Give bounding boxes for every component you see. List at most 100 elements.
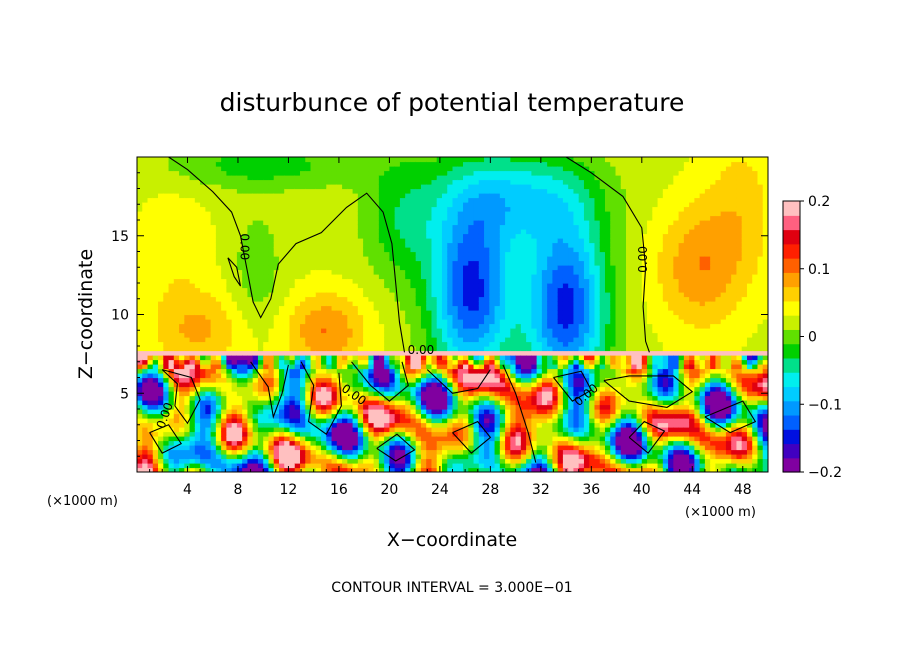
heatmap-cell [210, 157, 217, 163]
heatmap-cell [273, 247, 280, 253]
heatmap-cell [426, 377, 433, 383]
heatmap-cell [194, 400, 201, 406]
heatmap-cell [452, 467, 459, 472]
heatmap-cell [342, 395, 348, 401]
heatmap-cell [357, 418, 364, 424]
heatmap-cell [505, 337, 511, 343]
heatmap-cell [321, 341, 327, 347]
heatmap-cell [247, 220, 254, 226]
heatmap-cell [221, 247, 227, 253]
heatmap-cell [473, 229, 480, 235]
heatmap-cell [431, 220, 438, 226]
heatmap-cell [336, 305, 343, 311]
heatmap-cell [242, 341, 249, 347]
heatmap-cell [336, 233, 343, 239]
heatmap-cell [273, 391, 280, 397]
heatmap-cell [263, 391, 270, 397]
heatmap-cell [300, 350, 306, 356]
heatmap-cell [326, 463, 333, 469]
heatmap-cell [342, 382, 348, 388]
heatmap-cell [505, 292, 511, 298]
heatmap-cell [373, 229, 380, 235]
heatmap-cell [137, 323, 143, 329]
heatmap-cell [441, 211, 448, 217]
heatmap-cell [326, 283, 333, 289]
heatmap-cell [484, 400, 490, 406]
heatmap-cell [468, 296, 475, 302]
heatmap-cell [179, 449, 185, 455]
heatmap-cell [310, 269, 317, 275]
heatmap-cell [336, 463, 343, 469]
heatmap-cell [363, 422, 369, 428]
heatmap-cell [179, 395, 185, 401]
heatmap-cell [305, 427, 312, 433]
heatmap-cell [478, 463, 485, 469]
heatmap-cell [226, 368, 233, 374]
heatmap-cell [468, 400, 475, 406]
heatmap-cell [252, 211, 259, 217]
heatmap-cell [231, 202, 238, 208]
heatmap-cell [315, 368, 322, 374]
heatmap-cell [336, 251, 343, 257]
heatmap-cell [415, 260, 422, 266]
heatmap-cell [436, 170, 443, 176]
heatmap-cell [147, 242, 154, 248]
heatmap-cell [499, 269, 506, 275]
heatmap-cell [236, 431, 243, 437]
heatmap-cell [289, 220, 296, 226]
heatmap-cell [415, 436, 422, 442]
heatmap-cell [294, 292, 301, 298]
heatmap-cell [347, 346, 354, 352]
heatmap-cell [173, 247, 180, 253]
heatmap-cell [436, 206, 443, 212]
heatmap-cell [331, 292, 338, 298]
heatmap-cell [242, 193, 249, 199]
heatmap-cell [510, 400, 517, 406]
heatmap-cell [342, 440, 348, 446]
heatmap-cell [158, 355, 164, 361]
heatmap-cell [384, 310, 390, 316]
heatmap-cell [289, 377, 296, 383]
heatmap-cell [347, 215, 354, 221]
heatmap-cell [494, 436, 501, 442]
heatmap-cell [315, 328, 322, 334]
heatmap-cell [221, 463, 227, 469]
heatmap-cell [494, 170, 501, 176]
heatmap-cell [505, 215, 511, 221]
heatmap-cell [263, 422, 270, 428]
heatmap-cell [184, 323, 191, 329]
heatmap-cell [194, 364, 201, 370]
heatmap-cell [431, 238, 438, 244]
heatmap-cell [163, 346, 170, 352]
heatmap-cell [357, 292, 364, 298]
heatmap-cell [499, 292, 506, 298]
heatmap-cell [489, 251, 496, 257]
heatmap-cell [499, 350, 506, 356]
heatmap-cell [426, 454, 433, 460]
heatmap-cell [278, 296, 285, 302]
heatmap-cell [336, 395, 343, 401]
heatmap-cell [321, 440, 327, 446]
heatmap-cell [489, 337, 496, 343]
heatmap-cell [342, 314, 348, 320]
heatmap-cell [221, 175, 227, 181]
heatmap-cell [473, 404, 480, 410]
heatmap-cell [336, 220, 343, 226]
heatmap-cell [484, 301, 490, 307]
heatmap-cell [278, 157, 285, 163]
heatmap-cell [441, 431, 448, 437]
heatmap-cell [210, 175, 217, 181]
heatmap-cell [215, 319, 222, 325]
heatmap-cell [473, 413, 480, 419]
heatmap-cell [321, 274, 327, 280]
heatmap-cell [205, 346, 212, 352]
heatmap-cell [489, 445, 496, 451]
heatmap-cell [342, 350, 348, 356]
heatmap-cell [205, 260, 212, 266]
heatmap-cell [447, 188, 454, 194]
heatmap-cell [236, 202, 243, 208]
heatmap-cell [189, 229, 196, 235]
heatmap-cell [137, 400, 143, 406]
heatmap-cell [194, 467, 201, 472]
heatmap-cell [257, 238, 264, 244]
